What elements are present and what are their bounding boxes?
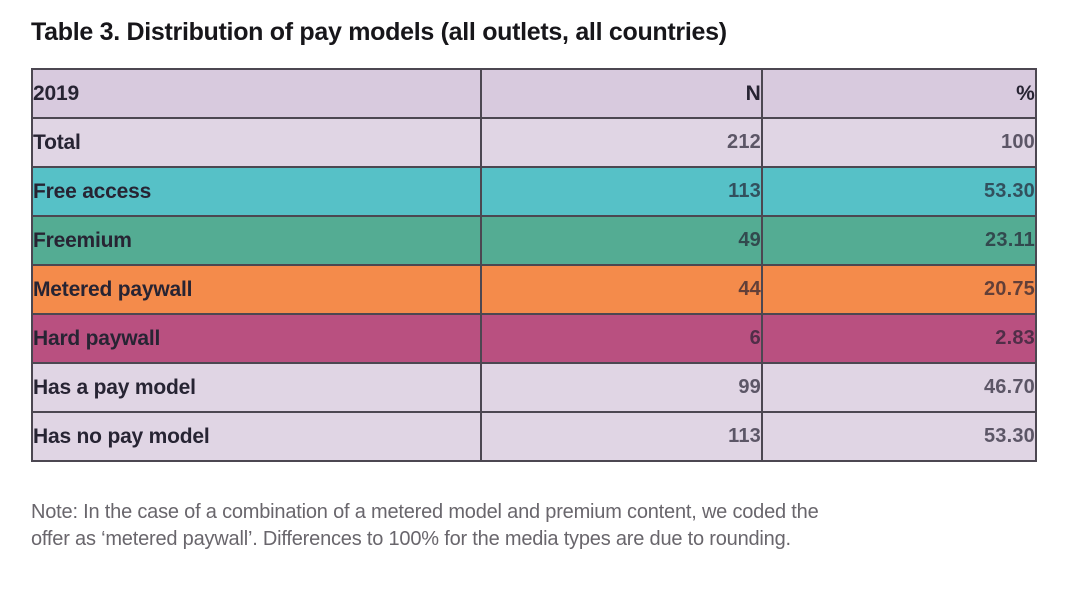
cell-n: 6 xyxy=(480,313,763,364)
cell-n: 49 xyxy=(480,215,763,266)
header-row: 2019 N % xyxy=(31,68,1037,119)
cell-percent: 53.30 xyxy=(761,411,1037,462)
cell-percent: 20.75 xyxy=(761,264,1037,315)
cell-percent: 53.30 xyxy=(761,166,1037,217)
table-title: Table 3. Distribution of pay models (all… xyxy=(31,18,727,46)
table-row-hard-paywall: Hard paywall 6 2.83 xyxy=(31,313,1037,364)
row-label: Has no pay model xyxy=(31,411,482,462)
table-note: Note: In the case of a combination of a … xyxy=(31,499,1035,553)
cell-percent: 100 xyxy=(761,117,1037,168)
row-label: Free access xyxy=(31,166,482,217)
table-row-free-access: Free access 113 53.30 xyxy=(31,166,1037,217)
row-label: Freemium xyxy=(31,215,482,266)
cell-n: 44 xyxy=(480,264,763,315)
column-header-year: 2019 xyxy=(31,68,482,119)
column-header-percent: % xyxy=(761,68,1037,119)
note-line-2: offer as ‘metered paywall’. Differences … xyxy=(31,528,791,550)
pay-models-table: 2019 N % Total 212 100 Free access 113 5… xyxy=(31,68,1037,462)
table-row-has-pay-model: Has a pay model 99 46.70 xyxy=(31,362,1037,413)
cell-percent: 23.11 xyxy=(761,215,1037,266)
cell-n: 113 xyxy=(480,166,763,217)
row-label: Has a pay model xyxy=(31,362,482,413)
note-line-1: Note: In the case of a combination of a … xyxy=(31,501,819,523)
row-label: Metered paywall xyxy=(31,264,482,315)
cell-percent: 2.83 xyxy=(761,313,1037,364)
cell-n: 113 xyxy=(480,411,763,462)
table-row-total: Total 212 100 xyxy=(31,117,1037,168)
row-label: Total xyxy=(31,117,482,168)
row-label: Hard paywall xyxy=(31,313,482,364)
cell-n: 212 xyxy=(480,117,763,168)
table-row-has-no-pay-model: Has no pay model 113 53.30 xyxy=(31,411,1037,462)
cell-percent: 46.70 xyxy=(761,362,1037,413)
table-row-freemium: Freemium 49 23.11 xyxy=(31,215,1037,266)
column-header-n: N xyxy=(480,68,763,119)
table-row-metered-paywall: Metered paywall 44 20.75 xyxy=(31,264,1037,315)
cell-n: 99 xyxy=(480,362,763,413)
